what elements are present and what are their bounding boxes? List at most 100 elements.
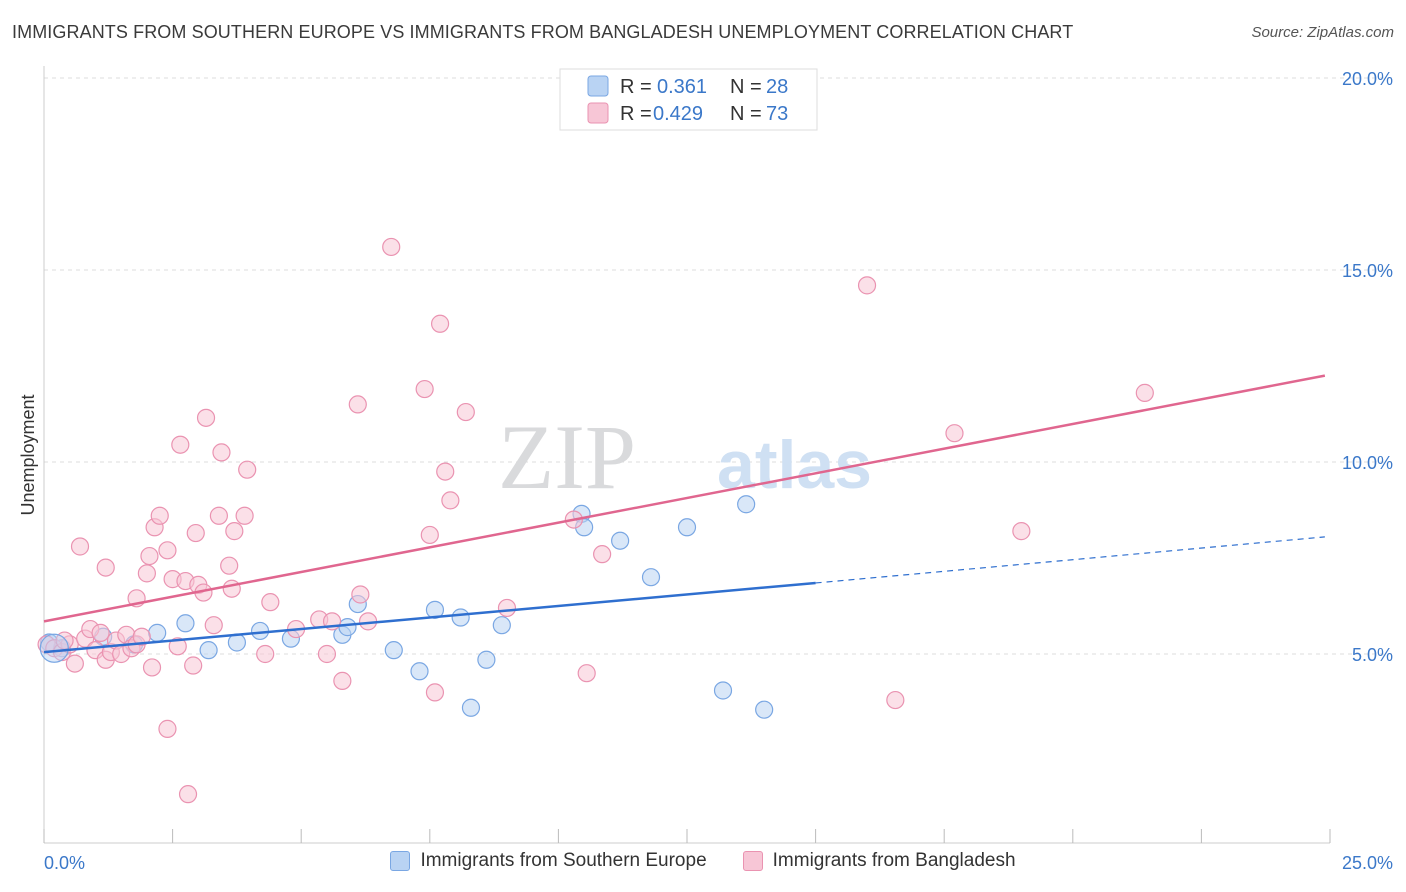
legend-swatch-blue (587, 75, 609, 97)
point-bangladesh-65 (577, 664, 596, 683)
x-tick-label-0: 0.0% (44, 853, 85, 873)
point-bangladesh-70 (1012, 522, 1031, 541)
point-bangladesh-45 (256, 644, 275, 664)
point-bangladesh-11 (96, 558, 115, 577)
y-tick-label-3: 20.0% (1342, 69, 1393, 89)
point-bangladesh-52 (348, 395, 367, 414)
tick-labels: 5.0% 10.0% 15.0% 20.0% 0.0% 25.0% (44, 69, 1393, 873)
point-bangladesh-26 (158, 541, 177, 560)
point-bangladesh-69 (945, 424, 964, 443)
point-bangladesh-32 (184, 656, 203, 675)
point-bangladesh-41 (222, 579, 241, 598)
point-southern-europe-27 (755, 700, 774, 719)
trend-lines (43, 374, 1326, 654)
point-southern-europe-13 (384, 641, 403, 660)
point-southern-europe-15 (425, 600, 445, 619)
watermark: ZIP atlas (498, 406, 872, 508)
scatter-points (37, 237, 1154, 804)
trend-line-southern-europe (43, 581, 816, 654)
point-bangladesh-46 (261, 593, 280, 612)
legend-n-value-blue: 28 (766, 76, 788, 98)
point-bangladesh-24 (150, 506, 169, 525)
point-bangladesh-71 (1135, 383, 1154, 402)
point-bangladesh-57 (420, 525, 439, 545)
legend-r-value-pink: 0.429 (653, 103, 703, 125)
axes (43, 66, 1331, 844)
legend-label-bangladesh: Immigrants from Bangladesh (772, 850, 1016, 871)
point-bangladesh-20 (137, 564, 156, 583)
point-bangladesh-40 (220, 556, 239, 575)
point-bangladesh-29 (171, 435, 190, 454)
point-southern-europe-6 (199, 641, 218, 660)
point-bangladesh-5 (70, 537, 90, 556)
point-bangladesh-36 (196, 408, 216, 427)
watermark-zip: ZIP (498, 406, 636, 508)
point-bangladesh-31 (178, 785, 198, 804)
point-bangladesh-44 (238, 460, 257, 479)
point-southern-europe-23 (641, 568, 661, 587)
point-southern-europe-18 (477, 650, 496, 669)
point-bangladesh-49 (317, 644, 337, 664)
legend-swatch-southern-europe (390, 851, 411, 871)
point-bangladesh-28 (168, 637, 187, 656)
point-bangladesh-66 (593, 545, 612, 564)
point-bangladesh-56 (415, 379, 434, 399)
y-axis-title: Unemployment (18, 394, 38, 515)
point-bangladesh-59 (430, 314, 450, 333)
point-bangladesh-42 (225, 522, 244, 541)
grid-lines (44, 77, 1393, 655)
point-southern-europe-19 (492, 616, 511, 635)
y-tick-label-1: 10.0% (1342, 453, 1393, 473)
point-southern-europe-11 (338, 618, 357, 637)
watermark-atlas: atlas (717, 427, 872, 503)
point-bangladesh-39 (212, 443, 231, 462)
y-tick-label-2: 15.0% (1342, 261, 1393, 281)
chart-title: IMMIGRANTS FROM SOUTHERN EUROPE VS IMMIG… (12, 22, 1074, 42)
point-bangladesh-61 (441, 491, 460, 510)
point-southern-europe-17 (461, 698, 481, 717)
legend-n-label-blue: N = (730, 76, 762, 98)
trend-line-bangladesh (43, 374, 1326, 623)
point-bangladesh-25 (158, 719, 177, 738)
point-bangladesh-58 (425, 683, 445, 702)
legend-r-label-blue: R = (620, 76, 652, 98)
legend-top: R = 0.361 N = 28 R = 0.429 N = 73 (559, 68, 818, 131)
point-bangladesh-60 (436, 462, 455, 481)
y-tick-label-0: 5.0% (1352, 645, 1393, 665)
legend-bottom: Immigrants from Southern Europe Immigran… (0, 850, 1406, 872)
point-southern-europe-22 (611, 531, 630, 550)
point-bangladesh-68 (886, 690, 905, 710)
point-bangladesh-22 (142, 658, 162, 677)
point-bangladesh-63 (497, 598, 517, 618)
legend-label-southern-europe: Immigrants from Southern Europe (420, 850, 707, 871)
legend-n-value-pink: 73 (766, 103, 788, 125)
point-bangladesh-67 (857, 276, 877, 295)
legend-item-southern-europe: Immigrants from Southern Europe (390, 850, 707, 872)
chart-source: Source: ZipAtlas.com (1251, 24, 1394, 41)
point-bangladesh-21 (140, 546, 159, 566)
point-bangladesh-53 (351, 585, 370, 604)
point-bangladesh-43 (235, 506, 254, 525)
point-southern-europe-16 (451, 608, 470, 627)
trend-line-southern-europe-extension (815, 536, 1325, 584)
legend-item-bangladesh: Immigrants from Bangladesh (742, 850, 1016, 872)
point-southern-europe-25 (713, 681, 733, 700)
point-bangladesh-19 (132, 627, 151, 646)
point-southern-europe-24 (677, 518, 697, 537)
point-bangladesh-9 (91, 623, 110, 642)
point-southern-europe-26 (737, 495, 756, 514)
legend-r-value-blue: 0.361 (657, 76, 707, 98)
point-southern-europe-4 (148, 623, 167, 642)
point-bangladesh-51 (333, 671, 352, 690)
point-southern-europe-14 (410, 662, 429, 681)
x-tick-label-1: 25.0% (1342, 853, 1393, 873)
point-bangladesh-38 (209, 506, 228, 525)
legend-n-label-pink: N = (730, 103, 762, 125)
legend-swatch-bangladesh (742, 851, 763, 871)
point-bangladesh-37 (204, 616, 223, 635)
point-bangladesh-62 (456, 402, 475, 422)
point-bangladesh-33 (186, 523, 205, 543)
point-bangladesh-55 (382, 237, 401, 257)
point-southern-europe-5 (176, 614, 195, 633)
